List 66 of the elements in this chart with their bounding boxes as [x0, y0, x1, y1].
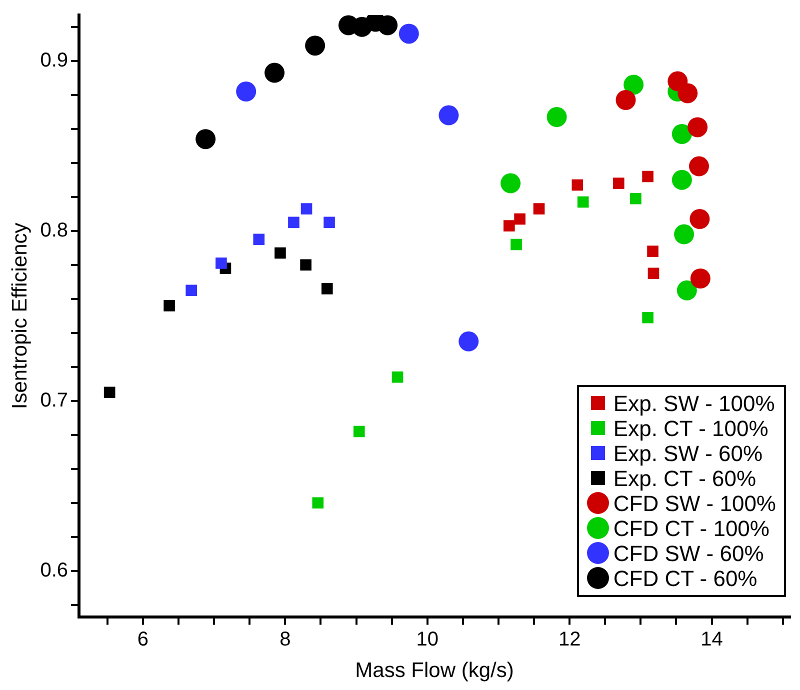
x-axis-title: Mass Flow (kg/s) — [355, 659, 514, 682]
legend-label: CFD CT - 100% — [613, 516, 770, 541]
x-tick-label: 12 — [558, 628, 581, 650]
point — [514, 213, 526, 225]
point — [324, 216, 335, 228]
point — [630, 192, 642, 204]
y-tick-label: 0.8 — [40, 219, 68, 242]
point — [288, 216, 300, 228]
point — [253, 234, 265, 246]
legend-label: CFD CT - 60% — [613, 566, 758, 591]
point — [674, 224, 694, 244]
y-tick-label: 0.9 — [40, 49, 68, 72]
legend-label: CFD SW - 100% — [613, 490, 776, 516]
y-axis-title: Isentropic Efficiency — [8, 222, 32, 410]
point — [616, 90, 636, 110]
point — [216, 258, 227, 269]
point — [392, 371, 404, 383]
point — [274, 247, 286, 259]
point — [500, 173, 521, 194]
point — [690, 209, 710, 229]
point — [647, 246, 658, 257]
point — [164, 300, 175, 312]
point — [642, 170, 654, 182]
point — [305, 36, 326, 56]
point — [690, 268, 710, 288]
point — [264, 62, 285, 83]
point — [312, 497, 324, 509]
point — [672, 124, 692, 144]
point — [612, 178, 624, 189]
point — [398, 24, 419, 44]
point — [642, 312, 654, 324]
point — [504, 220, 515, 232]
y-tick-label: 0.7 — [40, 389, 68, 412]
legend-label: Exp. SW - 100% — [613, 390, 775, 416]
x-tick-label: 14 — [700, 628, 723, 650]
x-tick-label: 10 — [416, 628, 439, 650]
x-tick-label: 6 — [137, 628, 149, 650]
x-tick-label: 8 — [280, 628, 291, 650]
point — [186, 284, 197, 296]
point — [458, 331, 479, 352]
point — [104, 386, 116, 398]
point — [300, 259, 312, 271]
point — [533, 203, 545, 214]
point — [510, 238, 522, 250]
point — [236, 82, 256, 102]
point — [688, 156, 709, 176]
y-tick-label: 0.6 — [40, 559, 68, 582]
point — [300, 203, 312, 214]
point — [577, 196, 589, 208]
point — [624, 74, 644, 95]
point — [688, 117, 708, 138]
point — [648, 268, 660, 280]
point — [196, 129, 216, 150]
point — [378, 15, 398, 36]
legend-label: Exp. SW - 60% — [613, 440, 763, 466]
point — [353, 426, 365, 438]
point — [672, 170, 692, 190]
point — [678, 83, 698, 104]
legend-label: Exp. CT - 60% — [613, 466, 756, 491]
point — [321, 283, 333, 294]
point — [676, 280, 697, 300]
point — [438, 105, 459, 126]
point — [546, 107, 567, 127]
legend-label: Exp. CT - 100% — [613, 416, 768, 441]
point — [572, 179, 584, 191]
legend-label: CFD SW - 60% — [613, 540, 764, 566]
